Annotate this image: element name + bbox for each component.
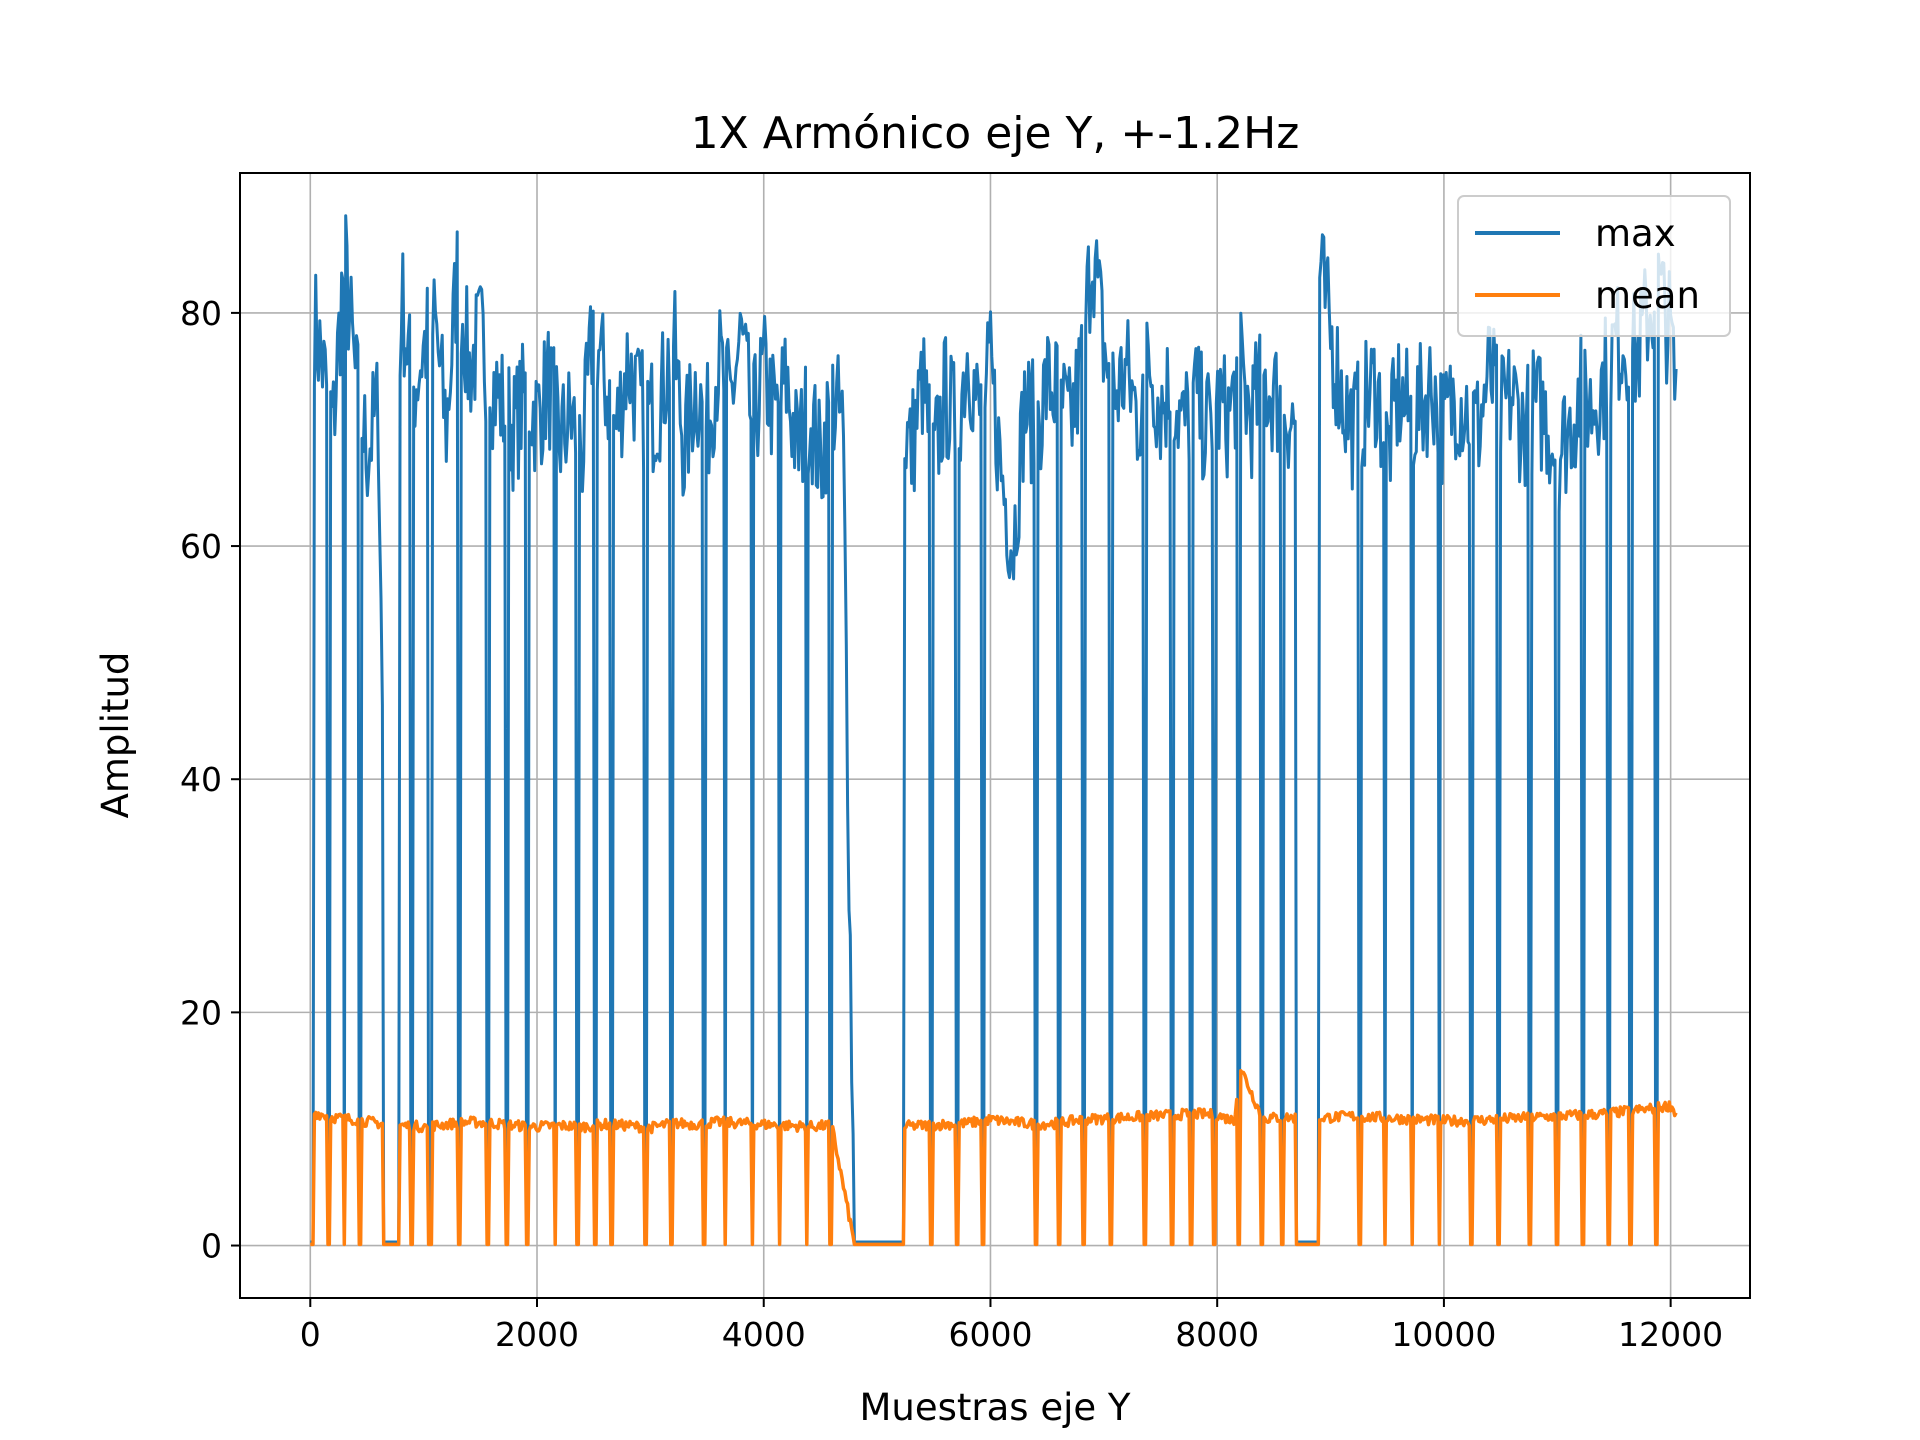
y-tick-label: 0: [201, 1227, 222, 1266]
plot-frame: [239, 172, 1751, 1299]
series-line-mean: [309, 1069, 1678, 1247]
x-tick-label: 4000: [722, 1315, 806, 1354]
series-line-max: [310, 214, 1678, 1244]
x-tick-label: 2000: [495, 1315, 579, 1354]
legend-label-max: max: [1595, 212, 1676, 255]
y-tick-label: 80: [180, 294, 222, 333]
x-axis: 0 2000 4000 6000 8000 10000 12000: [300, 1298, 1723, 1354]
y-tick-label: 20: [180, 993, 222, 1032]
series-layer: [309, 214, 1678, 1247]
y-axis: 0 20 40 60 80: [180, 294, 240, 1266]
y-tick-label: 40: [180, 760, 222, 799]
x-axis-label: Muestras eje Y: [859, 1386, 1130, 1429]
x-tick-label: 8000: [1175, 1315, 1259, 1354]
y-tick-label: 60: [180, 527, 222, 566]
x-tick-label: 12000: [1618, 1315, 1723, 1354]
y-axis-label: Amplitud: [94, 652, 137, 819]
chart-title: 1X Armónico eje Y, +-1.2Hz: [691, 108, 1300, 159]
x-tick-label: 6000: [948, 1315, 1032, 1354]
legend: max mean: [1457, 195, 1731, 337]
x-tick-label: 0: [300, 1315, 321, 1354]
x-tick-label: 10000: [1391, 1315, 1496, 1354]
legend-label-mean: mean: [1595, 274, 1700, 317]
